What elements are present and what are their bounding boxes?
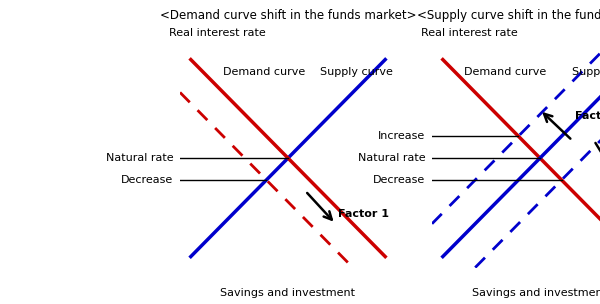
Text: Supply curve: Supply curve <box>320 67 393 77</box>
Text: <Demand curve shift in the funds market>: <Demand curve shift in the funds market> <box>160 9 416 22</box>
Text: Increase: Increase <box>378 131 425 141</box>
Text: Natural rate: Natural rate <box>358 153 425 163</box>
Text: Demand curve: Demand curve <box>464 67 547 77</box>
Text: Real interest rate: Real interest rate <box>169 28 266 38</box>
Text: Real interest rate: Real interest rate <box>421 28 518 38</box>
Text: Savings and investment: Savings and investment <box>473 288 600 298</box>
Text: Decrease: Decrease <box>121 175 173 185</box>
Text: Savings and investment: Savings and investment <box>221 288 355 298</box>
Text: <Supply curve shift in the funds market>: <Supply curve shift in the funds market> <box>416 9 600 22</box>
Text: Demand curve: Demand curve <box>223 67 305 77</box>
Text: Natural rate: Natural rate <box>106 153 173 163</box>
Text: Factor 2: Factor 2 <box>575 111 600 121</box>
Text: Decrease: Decrease <box>373 175 425 185</box>
Text: Supply curve: Supply curve <box>572 67 600 77</box>
Text: Factor 1: Factor 1 <box>338 209 389 219</box>
